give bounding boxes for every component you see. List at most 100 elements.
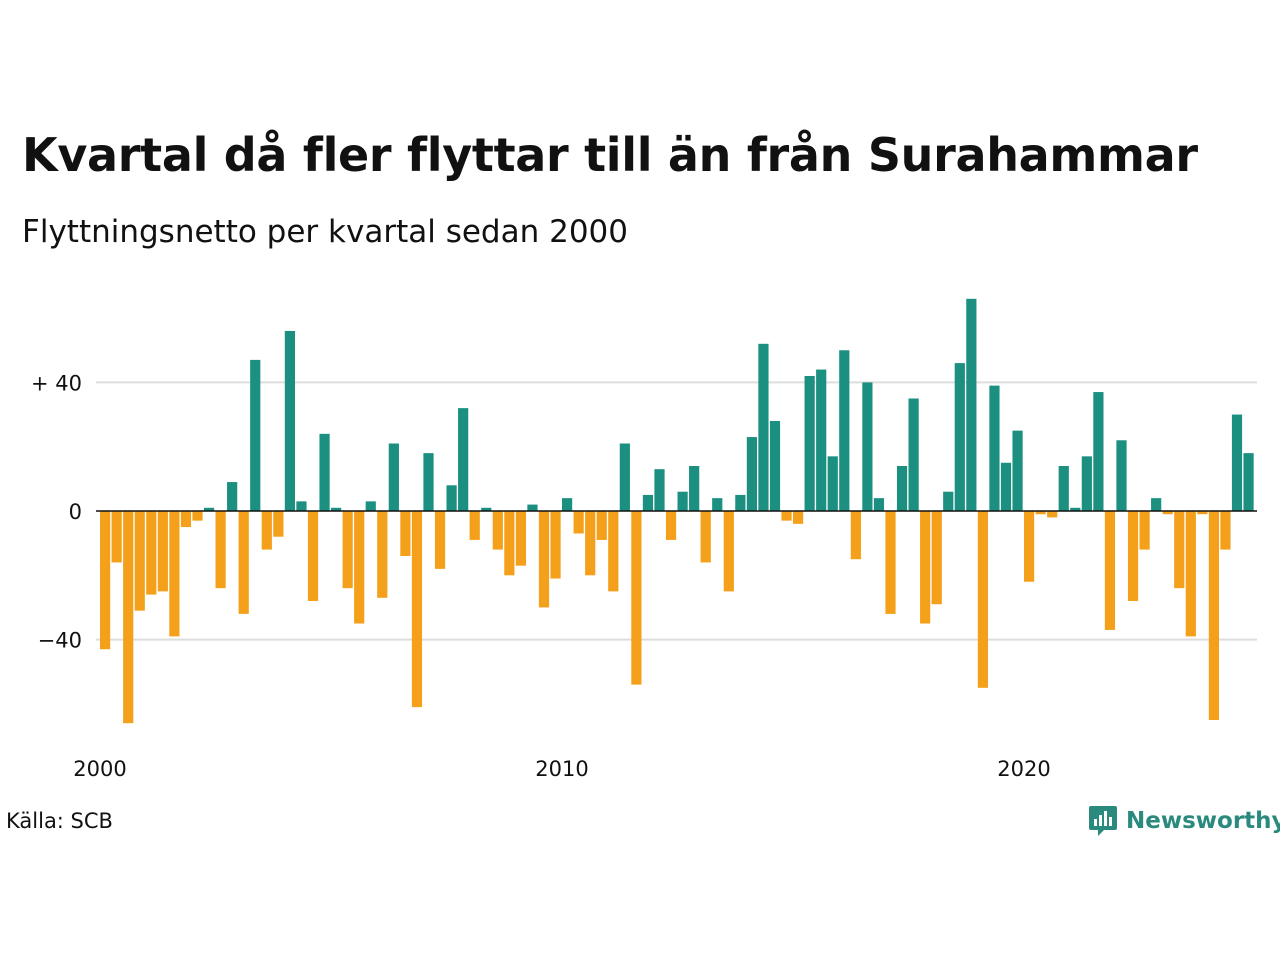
bar-positive	[954, 363, 965, 511]
bar-negative	[1035, 511, 1046, 515]
bar-positive	[619, 443, 630, 512]
bar-positive	[827, 456, 838, 512]
bar-positive	[481, 507, 492, 511]
bar-negative	[492, 511, 503, 550]
bar-negative	[538, 511, 550, 608]
bar-negative	[573, 511, 584, 534]
bar-positive	[1012, 430, 1023, 512]
y-tick-label: 0	[69, 500, 82, 524]
bar-positive	[966, 298, 977, 511]
bar-negative	[1185, 511, 1196, 637]
bar-negative	[550, 511, 561, 579]
bar-negative	[585, 511, 596, 576]
bar-positive	[908, 398, 919, 511]
bar-positive	[1243, 453, 1254, 511]
bar-positive	[250, 359, 261, 511]
bar-negative	[885, 511, 896, 614]
x-tick-label: 2010	[535, 757, 588, 781]
bar-positive	[989, 385, 1000, 511]
bar-negative	[157, 511, 168, 592]
bar-positive	[654, 469, 665, 511]
source-note: Källa: SCB	[6, 809, 113, 833]
bar-positive	[839, 350, 850, 511]
bar-negative	[377, 511, 388, 598]
bar-negative	[1104, 511, 1116, 630]
bar-positive	[284, 330, 295, 511]
bar-negative	[192, 511, 203, 521]
bar-negative	[238, 511, 249, 614]
bar-positive	[365, 501, 376, 511]
bar-positive	[203, 507, 215, 511]
bar-positive	[873, 498, 885, 511]
bar-negative	[515, 511, 526, 566]
bars	[100, 298, 1254, 724]
y-axis-labels: + 40 0 −40	[31, 371, 82, 652]
bar-positive	[758, 343, 769, 511]
y-tick-label: + 40	[31, 371, 82, 395]
bar-positive	[862, 382, 873, 511]
bar-positive	[527, 504, 538, 511]
bar-negative	[411, 511, 423, 708]
bar-negative	[1174, 511, 1185, 589]
bar-negative	[931, 511, 942, 605]
chart-title: Kvartal då fler flyttar till än från Sur…	[22, 128, 1198, 182]
bar-negative	[1162, 511, 1173, 515]
x-tick-label: 2020	[997, 757, 1050, 781]
bar-negative	[469, 511, 480, 540]
bar-positive	[331, 507, 342, 511]
bar-negative	[1024, 511, 1035, 582]
bar-positive	[1231, 414, 1243, 511]
bar-negative	[354, 511, 365, 624]
bar-positive	[735, 494, 746, 511]
bar-negative	[342, 511, 353, 589]
bar-positive	[1070, 507, 1081, 511]
bar-negative	[977, 511, 988, 688]
bar-negative	[215, 511, 226, 589]
bar-positive	[1000, 462, 1012, 511]
bar-negative	[123, 511, 134, 724]
bar-negative	[850, 511, 861, 560]
bar-positive	[319, 433, 330, 511]
bar-negative	[169, 511, 180, 637]
newsworthy-logo-icon	[1089, 806, 1117, 836]
bar-negative	[596, 511, 607, 540]
bar-negative	[273, 511, 284, 537]
bar-positive	[446, 485, 457, 511]
bar-positive	[1116, 440, 1127, 511]
bar-negative	[146, 511, 157, 595]
y-tick-label: −40	[38, 629, 82, 653]
bar-negative	[793, 511, 804, 524]
bar-positive	[816, 369, 827, 511]
bar-positive	[458, 408, 469, 511]
newsworthy-logo: Newsworthy	[1088, 804, 1280, 838]
bar-positive	[562, 498, 573, 511]
bar-negative	[1127, 511, 1139, 602]
bar-negative	[100, 511, 111, 650]
bar-positive	[1058, 465, 1069, 511]
bar-negative	[504, 511, 515, 576]
bar-negative	[1220, 511, 1231, 550]
x-tick-label: 2000	[73, 757, 126, 781]
bar-positive	[227, 482, 238, 511]
bar-negative	[400, 511, 411, 557]
bar-positive	[712, 498, 723, 511]
bar-positive	[1151, 498, 1162, 511]
x-axis-labels: 2000 2010 2020	[73, 757, 1050, 781]
bar-negative	[665, 511, 677, 540]
bar-positive	[1081, 456, 1092, 512]
bar-positive	[388, 443, 399, 512]
bar-negative	[920, 511, 931, 624]
bar-negative	[723, 511, 734, 592]
bar-negative	[134, 511, 145, 611]
bar-positive	[296, 501, 307, 511]
bar-negative	[1047, 511, 1058, 518]
bar-positive	[896, 465, 908, 511]
chart-subtitle: Flyttningsnetto per kvartal sedan 2000	[22, 214, 628, 250]
bar-negative	[1139, 511, 1150, 550]
bar-positive	[1093, 392, 1104, 511]
bar-negative	[180, 511, 192, 528]
bar-negative	[111, 511, 122, 563]
bar-negative	[307, 511, 319, 602]
bar-negative	[608, 511, 619, 592]
